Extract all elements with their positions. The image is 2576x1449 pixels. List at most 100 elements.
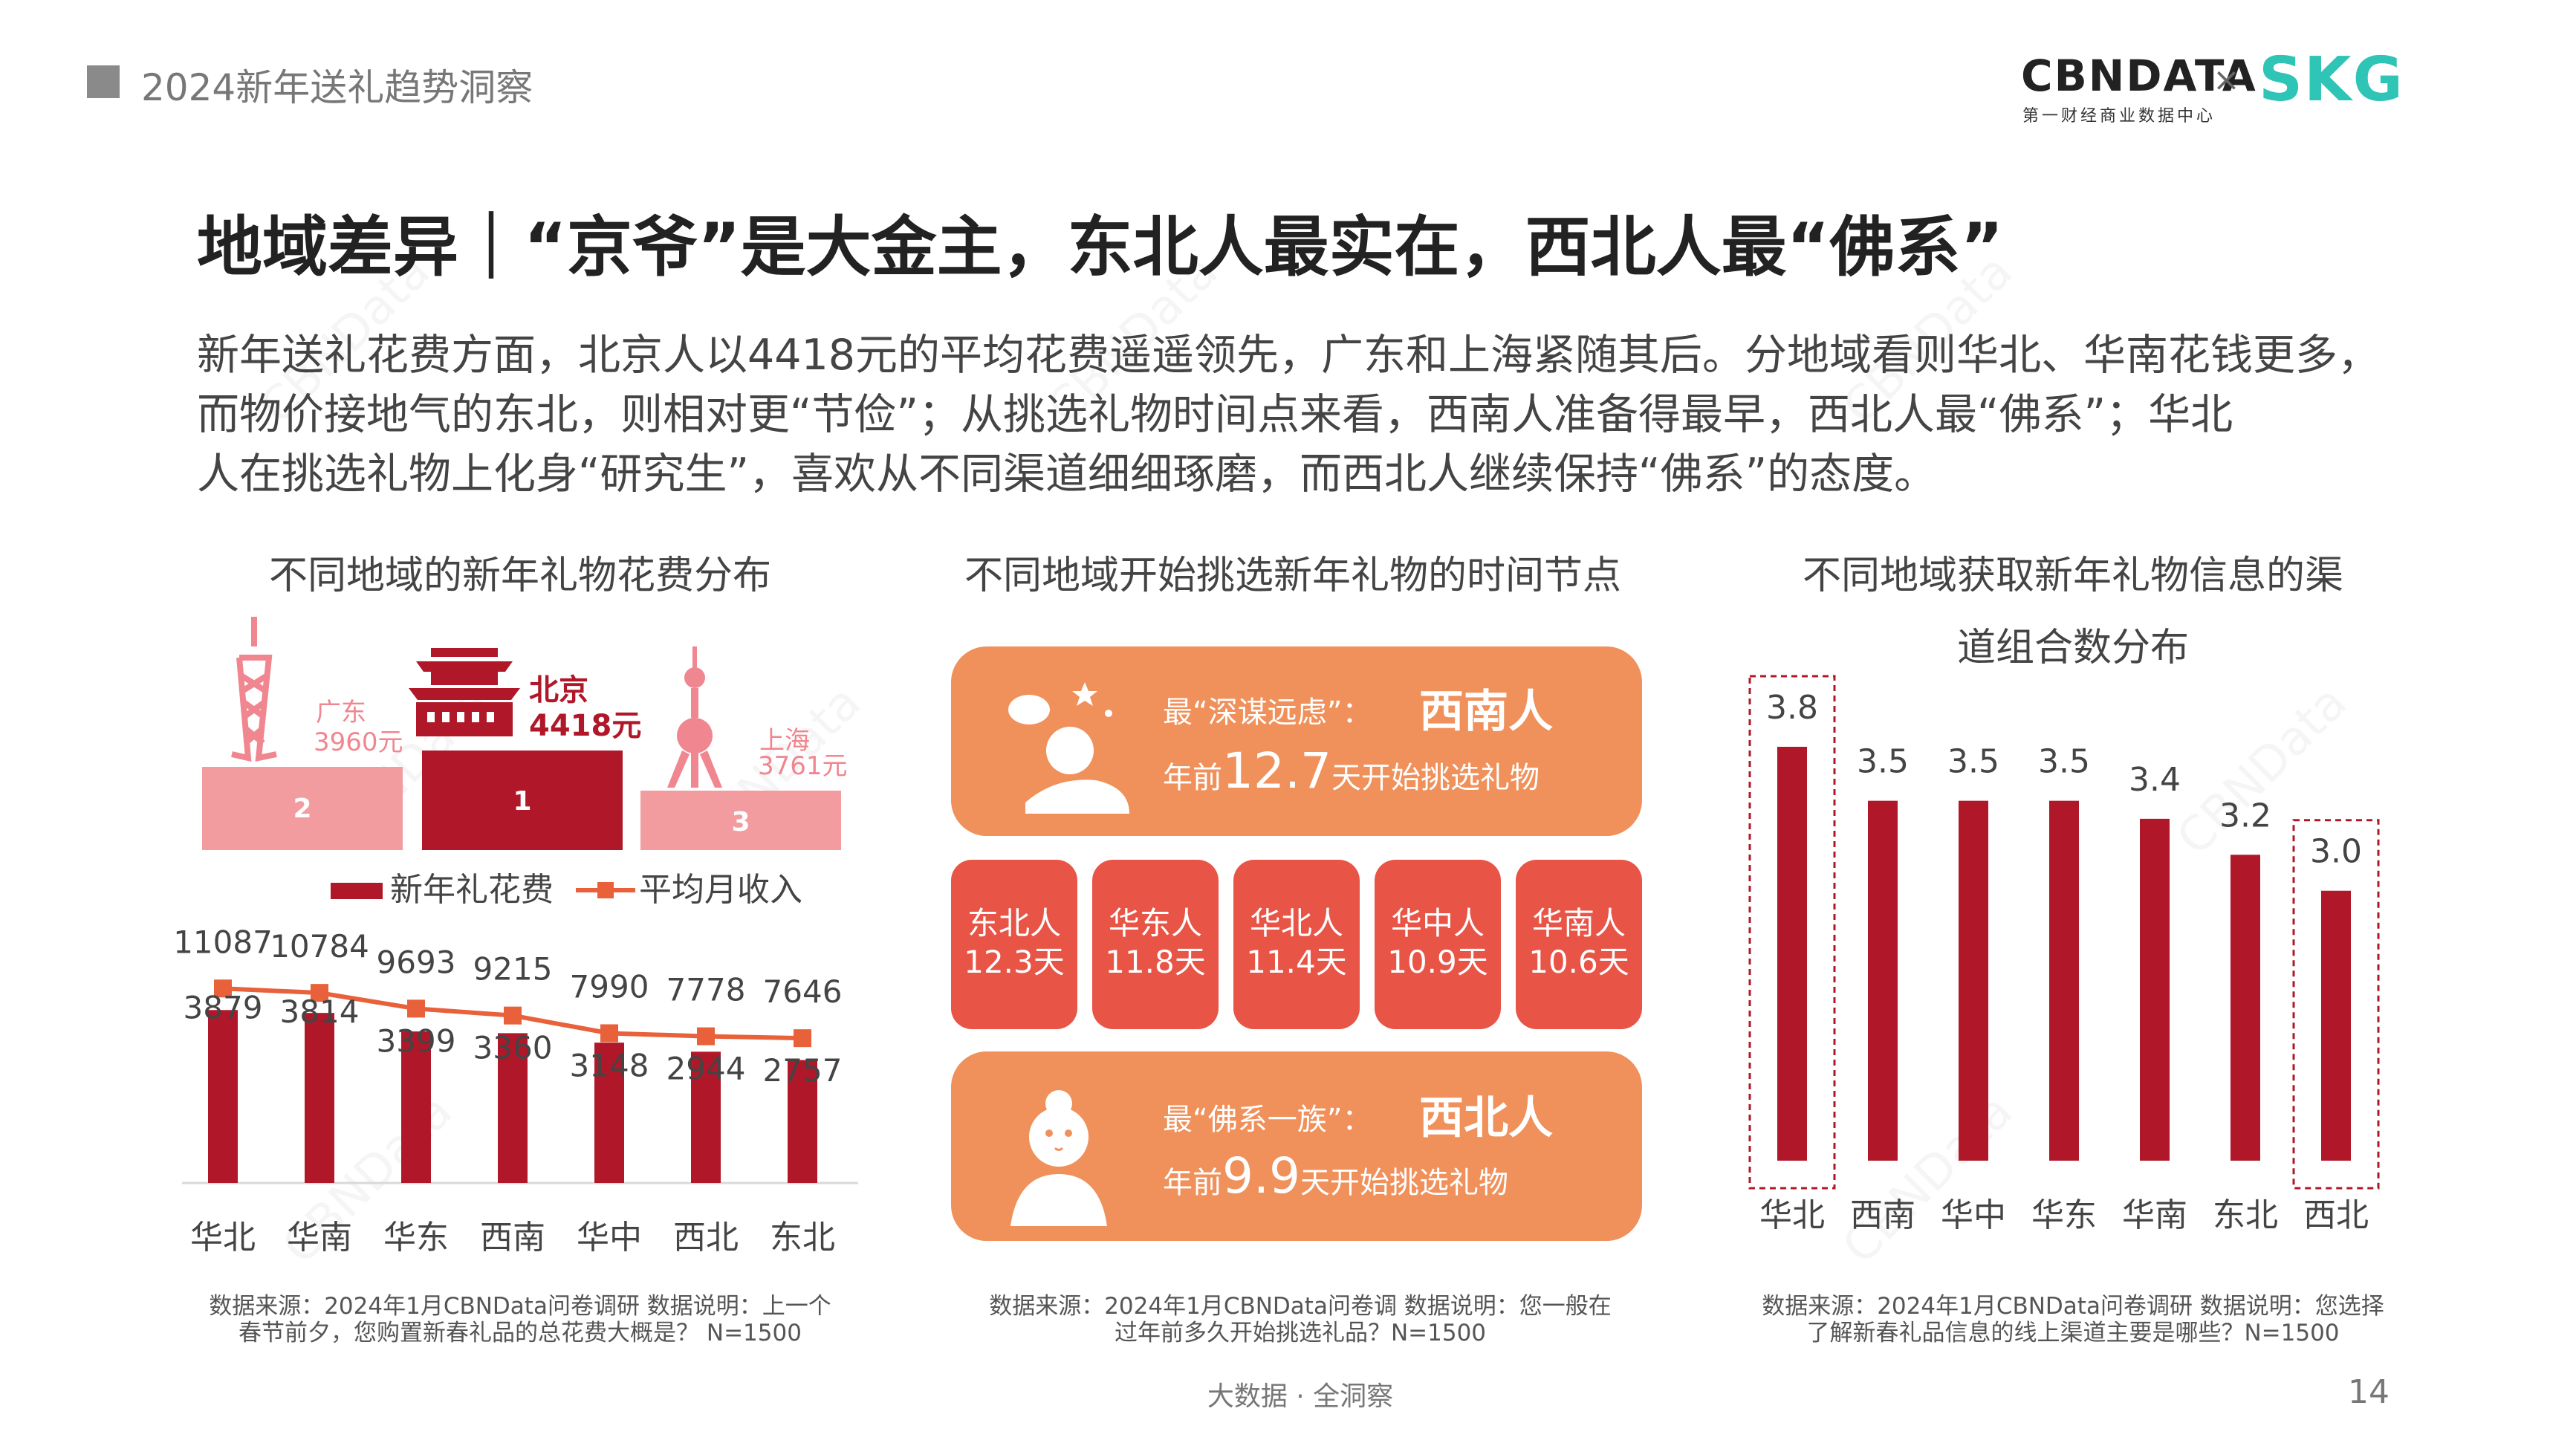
chart2-timeline: 最“深谋远虑”： 西南人 年前12.7天开始挑选礼物 东北人12.3天华东人11… (951, 646, 1642, 1241)
point-income (311, 984, 328, 1002)
region-name: 华中人 (1391, 905, 1485, 941)
point-income (504, 1006, 522, 1025)
canton-tower-icon (231, 617, 277, 762)
highlight-box-southwest (951, 646, 1642, 836)
podium-city-2: 广东 (316, 698, 366, 727)
data-label-income: 9215 (473, 951, 553, 988)
data-label: 3.5 (1857, 743, 1909, 781)
region-days: 12.3天 (964, 944, 1065, 980)
source-line: 数据来源：2024年1月CBNData问卷调研 数据说明：您选择 (1762, 1293, 2384, 1320)
bar-spending (691, 1051, 721, 1183)
data-label-spending: 3148 (570, 1047, 649, 1083)
podium-city-3: 上海 (759, 726, 810, 756)
bar-spending (208, 1010, 238, 1183)
thinking-person-icon (1008, 682, 1129, 814)
data-label-spending: 3399 (377, 1022, 456, 1059)
data-label-income: 10784 (270, 928, 369, 965)
region-name: 华东人 (1109, 905, 1202, 941)
skg-logo: SKG (2259, 45, 2404, 115)
region-box (1092, 860, 1219, 1029)
data-label-spending: 3879 (184, 989, 263, 1025)
description-line: 新年送礼花费方面，北京人以4418元的平均花费遥遥领先，广东和上海紧随其后。分地… (197, 331, 2381, 380)
x-tick-label: 华南 (287, 1219, 352, 1257)
data-label-spending: 2757 (763, 1052, 843, 1089)
region-box (1233, 860, 1360, 1029)
point-income (697, 1027, 715, 1046)
region-box (1375, 860, 1501, 1029)
data-label-spending: 3360 (473, 1030, 553, 1066)
region-days: 10.6天 (1528, 944, 1629, 980)
highlight-region-1: 西南人 (1419, 686, 1553, 738)
bar-spending (594, 1043, 624, 1183)
x-tick-label: 华北 (1759, 1196, 1825, 1234)
cbndata-logo-subtitle: 第一财经商业数据中心 (2022, 107, 2216, 126)
data-label-income: 11087 (173, 924, 273, 960)
data-label-income: 7990 (570, 968, 649, 1005)
bar-channel-count (2049, 800, 2079, 1161)
x-tick-label: 西南 (480, 1219, 545, 1257)
x-tick-label: 华南 (2122, 1196, 2187, 1234)
data-label-income: 7646 (763, 973, 843, 1010)
x-tick-label: 华中 (577, 1219, 642, 1257)
description: 新年送礼花费方面，北京人以4418元的平均花费遥遥领先，广东和上海紧随其后。分地… (197, 325, 2426, 504)
x-tick-label: 西北 (2303, 1196, 2369, 1234)
highlight-region-2: 西北人 (1419, 1092, 1553, 1144)
chart3-bar-chart: 3.8 华北 3.5 西南 3.5 华中 3.5 华东 3.4 华南 3.2 东北 3.0 西北 (1748, 675, 2380, 1234)
podium-block-1 (422, 751, 623, 850)
chart3-title-line: 不同地域获取新年礼物信息的渠 (1802, 554, 2343, 598)
region-name: 华南人 (1532, 905, 1626, 941)
source-line: 数据来源：2024年1月CBNData问卷调研 数据说明：上一个 (209, 1293, 831, 1320)
data-label: 3.5 (2038, 743, 2090, 781)
region-box (1516, 860, 1642, 1029)
podium-value-1: 4418元 (529, 709, 641, 743)
data-label: 3.0 (2310, 833, 2362, 871)
legend-label-spending: 新年礼花费 (390, 871, 554, 909)
bar-channel-count (1777, 747, 1807, 1161)
oriental-pearl-tower-icon (667, 646, 722, 788)
x-tick-label: 华北 (190, 1219, 256, 1257)
x-tick-label: 华东 (2031, 1196, 2097, 1234)
region-box (951, 860, 1077, 1029)
legend-label-income: 平均月收入 (639, 871, 802, 909)
buddha-icon (1010, 1090, 1107, 1226)
bar-channel-count (1959, 800, 1988, 1161)
chart2-title: 不同地域开始挑选新年礼物的时间节点 (964, 554, 1621, 598)
data-label: 3.4 (2129, 761, 2181, 799)
chart3-title: 不同地域获取新年礼物信息的渠 道组合数分布 (1724, 544, 2422, 672)
data-label: 3.8 (1766, 689, 1818, 727)
data-label-income: 9693 (377, 944, 456, 980)
point-income (600, 1024, 618, 1043)
x-tick-label: 西北 (673, 1219, 739, 1257)
highlight-box-northwest (951, 1051, 1642, 1241)
podium-city-1: 北京 (529, 673, 588, 707)
highlight-detail-1: 年前12.7天开始挑选礼物 (1163, 742, 1540, 800)
x-tick-label: 西南 (1850, 1196, 1915, 1234)
footer-slogan: 大数据 · 全洞察 (1207, 1381, 1394, 1412)
podium-rank-2: 2 (293, 794, 311, 824)
cbndata-logo: CBNDATA (2021, 51, 2257, 101)
x-tick-label: 东北 (2213, 1196, 2278, 1234)
podium-value-3: 3761元 (758, 751, 848, 781)
podium-rank-3: 3 (731, 807, 750, 837)
highlight-detail-2: 年前9.9天开始挑选礼物 (1163, 1147, 1508, 1205)
x-tick-label: 华东 (383, 1219, 449, 1257)
podium-value-2: 3960元 (314, 727, 403, 757)
x-tick-label: 华中 (1941, 1196, 2006, 1234)
podium-block-2 (202, 767, 403, 850)
data-label-spending: 3814 (280, 993, 360, 1030)
header-title: 2024新年送礼趋势洞察 (141, 66, 533, 109)
region-days: 11.8天 (1105, 944, 1206, 980)
tiananmen-icon (409, 648, 520, 736)
chart1-source: 数据来源：2024年1月CBNData问卷调研 数据说明：上一个 春节前夕，您购… (171, 1293, 869, 1346)
region-name: 东北人 (967, 905, 1061, 941)
data-label: 3.5 (1947, 743, 1999, 781)
point-income (214, 979, 232, 998)
point-income (407, 999, 425, 1018)
page-number: 14 (2348, 1373, 2390, 1411)
legend-swatch-spending (331, 883, 383, 899)
bar-spending (305, 1013, 334, 1183)
data-label: 3.2 (2219, 797, 2271, 834)
bar-channel-count (2140, 818, 2170, 1161)
